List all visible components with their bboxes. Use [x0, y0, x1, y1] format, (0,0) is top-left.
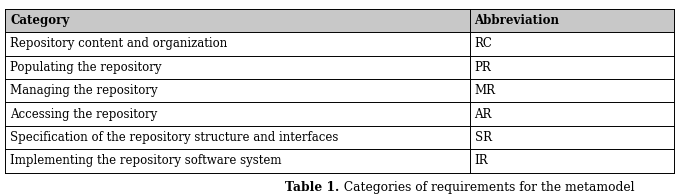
Text: Table 1.: Table 1.	[285, 181, 340, 194]
Bar	[5, 32, 674, 56]
Bar	[5, 149, 674, 173]
Text: Accessing the repository: Accessing the repository	[10, 108, 158, 121]
Text: Abbreviation: Abbreviation	[475, 14, 559, 27]
Text: MR: MR	[475, 84, 496, 97]
Text: Repository content and organization: Repository content and organization	[10, 37, 227, 50]
Text: IR: IR	[475, 154, 488, 167]
Text: SR: SR	[475, 131, 492, 144]
Text: Categories of requirements for the metamodel: Categories of requirements for the metam…	[340, 181, 634, 194]
Text: Category: Category	[10, 14, 69, 27]
Bar	[5, 9, 674, 32]
Text: AR: AR	[475, 108, 492, 121]
Text: Implementing the repository software system: Implementing the repository software sys…	[10, 154, 282, 167]
Text: Populating the repository: Populating the repository	[10, 61, 162, 74]
Bar	[5, 102, 674, 126]
Text: RC: RC	[475, 37, 492, 50]
Text: Specification of the repository structure and interfaces: Specification of the repository structur…	[10, 131, 339, 144]
Bar	[5, 126, 674, 149]
Text: Managing the repository: Managing the repository	[10, 84, 158, 97]
Text: PR: PR	[475, 61, 492, 74]
Bar	[5, 79, 674, 102]
Bar	[5, 56, 674, 79]
